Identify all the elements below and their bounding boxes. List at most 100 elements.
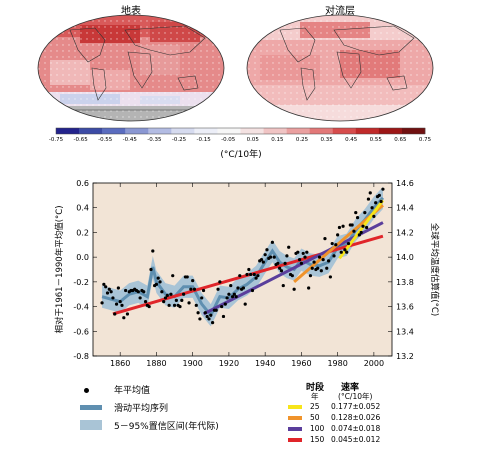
annual-point: [332, 254, 336, 258]
annual-point: [156, 276, 160, 280]
y-tick-label: 0.2: [76, 228, 89, 237]
annual-point: [249, 272, 253, 277]
legend-annual-label: 年平均值: [114, 386, 151, 396]
annual-point: [194, 303, 198, 307]
annual-point: [238, 274, 242, 278]
annual-point: [120, 303, 124, 307]
annual-point: [211, 321, 215, 325]
x-tick-label: 1980: [327, 359, 347, 368]
annual-point: [303, 255, 307, 259]
colorbar-segment: [79, 128, 103, 134]
annual-point: [124, 288, 128, 293]
annual-point: [336, 233, 340, 237]
trend-line-25: [338, 199, 385, 260]
annual-point: [100, 301, 104, 305]
annual-point: [355, 216, 360, 220]
annual-point: [312, 260, 316, 264]
annual-point: [254, 276, 258, 280]
annual-point: [268, 255, 273, 259]
annual-point: [377, 193, 381, 197]
annual-point: [138, 296, 142, 300]
annual-point: [200, 296, 204, 300]
colorbar-tick-label: -0.75: [49, 137, 64, 143]
annual-point: [361, 224, 365, 228]
annual-point: [118, 300, 122, 304]
annual-point: [218, 280, 222, 284]
annual-point: [196, 311, 200, 315]
annual-point: [191, 279, 195, 283]
y-tick-label: -0.6: [73, 327, 89, 336]
annual-point: [247, 267, 251, 272]
legend-smooth-swatch: [80, 405, 102, 410]
colorbar-tick-label: 0.25: [296, 137, 309, 143]
x-tick-label: 1900: [182, 359, 202, 368]
annual-point: [142, 290, 146, 294]
legend: 年平均值 滑动平均序列 5－95%置信区间(年代际) 时段 年 速率 (°C/1…: [0, 380, 482, 450]
y-tick-label: -0.2: [73, 278, 89, 287]
right-tick-label: 14.0: [396, 253, 414, 262]
annual-point: [316, 266, 320, 270]
annual-point: [259, 258, 264, 262]
rate-swatch-100: [288, 427, 302, 431]
troposphere-map: [247, 15, 433, 121]
annual-point: [171, 274, 175, 278]
troposphere-map-title: 对流层: [325, 4, 355, 17]
annual-points: [100, 187, 385, 325]
colorbar-tick-label: -0.35: [147, 137, 162, 143]
annual-point: [105, 291, 110, 295]
annual-point: [111, 296, 115, 300]
annual-point: [317, 255, 322, 259]
annual-point: [287, 245, 291, 249]
annual-point: [357, 233, 361, 237]
surface-map-title: 地表: [121, 4, 141, 17]
annual-point: [187, 301, 191, 305]
rate-swatch-25: [288, 405, 302, 409]
annual-point: [214, 308, 218, 312]
plot-area: [92, 182, 393, 357]
annual-point: [270, 240, 274, 244]
y-tick-label: -0.4: [73, 303, 89, 312]
rate-period-25: 25: [310, 402, 320, 411]
annual-point: [337, 225, 342, 230]
colorbar-segment: [378, 128, 403, 134]
annual-point: [227, 292, 231, 296]
colorbar-tick-label: -0.65: [73, 137, 88, 143]
legend-band-label: 5－95%置信区间(年代际): [114, 422, 219, 432]
colorbar-segment: [309, 128, 334, 134]
annual-point: [256, 274, 260, 278]
annual-point: [297, 258, 302, 262]
annual-point: [366, 197, 371, 201]
annual-point: [299, 261, 303, 265]
annual-point: [232, 292, 236, 296]
colorbar-tick-label: -0.55: [98, 137, 113, 143]
legend-rate-header: 速率: [341, 383, 360, 393]
annual-point: [102, 282, 106, 286]
annual-point: [241, 286, 246, 290]
surface-troposphere-maps: 地表 对流层 -0.75 -0.65-: [37, 4, 434, 160]
annual-point: [165, 293, 169, 298]
y-tick-label: 0.6: [76, 179, 89, 188]
annual-point: [113, 312, 117, 316]
annual-point: [265, 248, 269, 252]
annual-point: [345, 250, 349, 254]
rate-period-50: 50: [310, 413, 320, 422]
annual-point: [339, 250, 343, 254]
colorbar-segment: [217, 128, 241, 134]
x-tick-label: 1940: [255, 359, 275, 368]
annual-point: [189, 287, 193, 291]
annual-point: [236, 286, 240, 290]
annual-point: [292, 287, 296, 291]
colorbar-segment: [263, 128, 287, 134]
colorbar-tick-label: -0.25: [172, 137, 187, 143]
annual-point: [180, 298, 184, 302]
x-tick-label: 1920: [219, 359, 239, 368]
legend-rate-sub: (°C/10年): [338, 392, 373, 401]
annual-point: [143, 300, 148, 304]
annual-point: [296, 250, 300, 254]
annual-point: [285, 254, 289, 258]
annual-point: [326, 259, 331, 263]
annual-point: [321, 258, 325, 262]
annual-point: [290, 274, 294, 278]
annual-point: [276, 261, 280, 265]
annual-point: [172, 303, 177, 307]
